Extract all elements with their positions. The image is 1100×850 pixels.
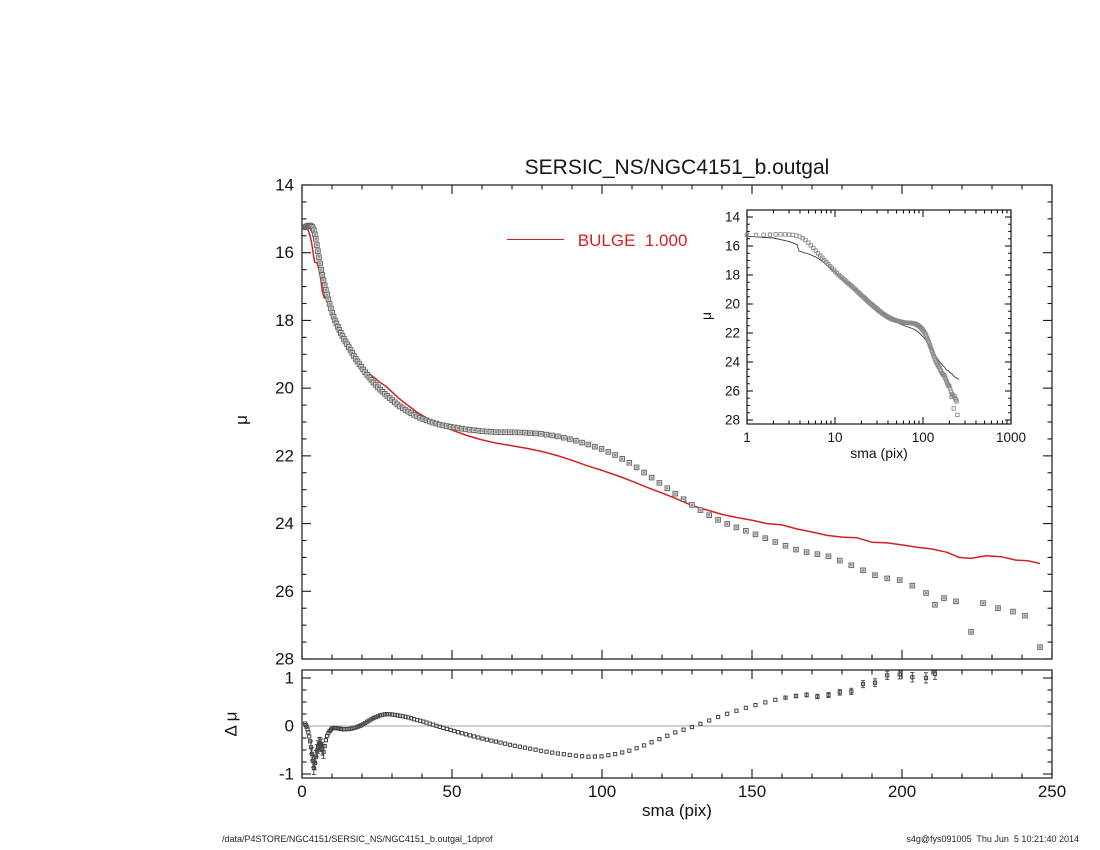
- legend-label: BULGE 1.000: [577, 231, 688, 250]
- tick-label: 24: [275, 514, 294, 533]
- residual-data-points: [302, 670, 938, 775]
- tick-label: 1: [743, 430, 751, 445]
- main-panel-axes: 14 16 18 20 22 24 26 28: [275, 176, 1053, 668]
- tick-label: 16: [725, 239, 740, 254]
- footer-user-timestamp: s4g@fys091005 Thu Jun 5 10:21:40 2014: [906, 834, 1079, 844]
- tick-label: 0: [297, 782, 306, 801]
- residual-y-axis-label: Δ μ: [221, 711, 241, 737]
- tick-label: 100: [588, 782, 616, 801]
- tick-label: 18: [725, 268, 740, 283]
- tick-label: -1: [279, 765, 294, 784]
- inset-y-axis-label: μ: [698, 311, 715, 321]
- tick-label: 14: [725, 210, 741, 225]
- tick-label: 250: [1038, 782, 1066, 801]
- bulge-model-line: [304, 225, 1041, 565]
- tick-label: 100: [912, 430, 935, 445]
- tick-label: 14: [275, 176, 294, 195]
- tick-label: 24: [725, 355, 741, 370]
- tick-label: 0: [285, 717, 294, 736]
- tick-label: 20: [275, 379, 294, 398]
- tick-label: 20: [725, 297, 740, 312]
- legend: BULGE 1.000: [489, 213, 687, 250]
- inset-model-line: [746, 235, 960, 380]
- legend-line-sample: [506, 239, 564, 240]
- chart-title: SERSIC_NS/NGC4151_b.outgal: [524, 156, 830, 179]
- tick-label: 50: [443, 782, 462, 801]
- tick-label: 1000: [996, 430, 1026, 445]
- tick-label: 26: [275, 582, 294, 601]
- tick-label: 26: [725, 384, 740, 399]
- tick-label: 1: [285, 669, 294, 688]
- x-axis-label: sma (pix): [642, 801, 712, 820]
- tick-label: 22: [725, 326, 740, 341]
- tick-label: 10: [827, 430, 842, 445]
- tick-label: 28: [275, 649, 294, 668]
- tick-label: 22: [275, 446, 294, 465]
- inset-x-axis-label: sma (pix): [850, 445, 908, 461]
- inset-data-points: [744, 232, 960, 418]
- main-y-axis-label: μ: [231, 415, 251, 425]
- tick-label: 150: [738, 782, 766, 801]
- tick-label: 200: [888, 782, 916, 801]
- tick-label: 18: [275, 311, 294, 330]
- tick-label: 16: [275, 243, 294, 262]
- footer-file-path: /data/P4STORE/NGC4151/SERSIC_NS/NGC4151_…: [222, 834, 493, 844]
- inset-panel-axes: 1 10 100 1000 14 16 18 20 22 24 26 28: [725, 209, 1026, 445]
- tick-label: 28: [725, 413, 740, 428]
- main-data-points: [302, 222, 1043, 650]
